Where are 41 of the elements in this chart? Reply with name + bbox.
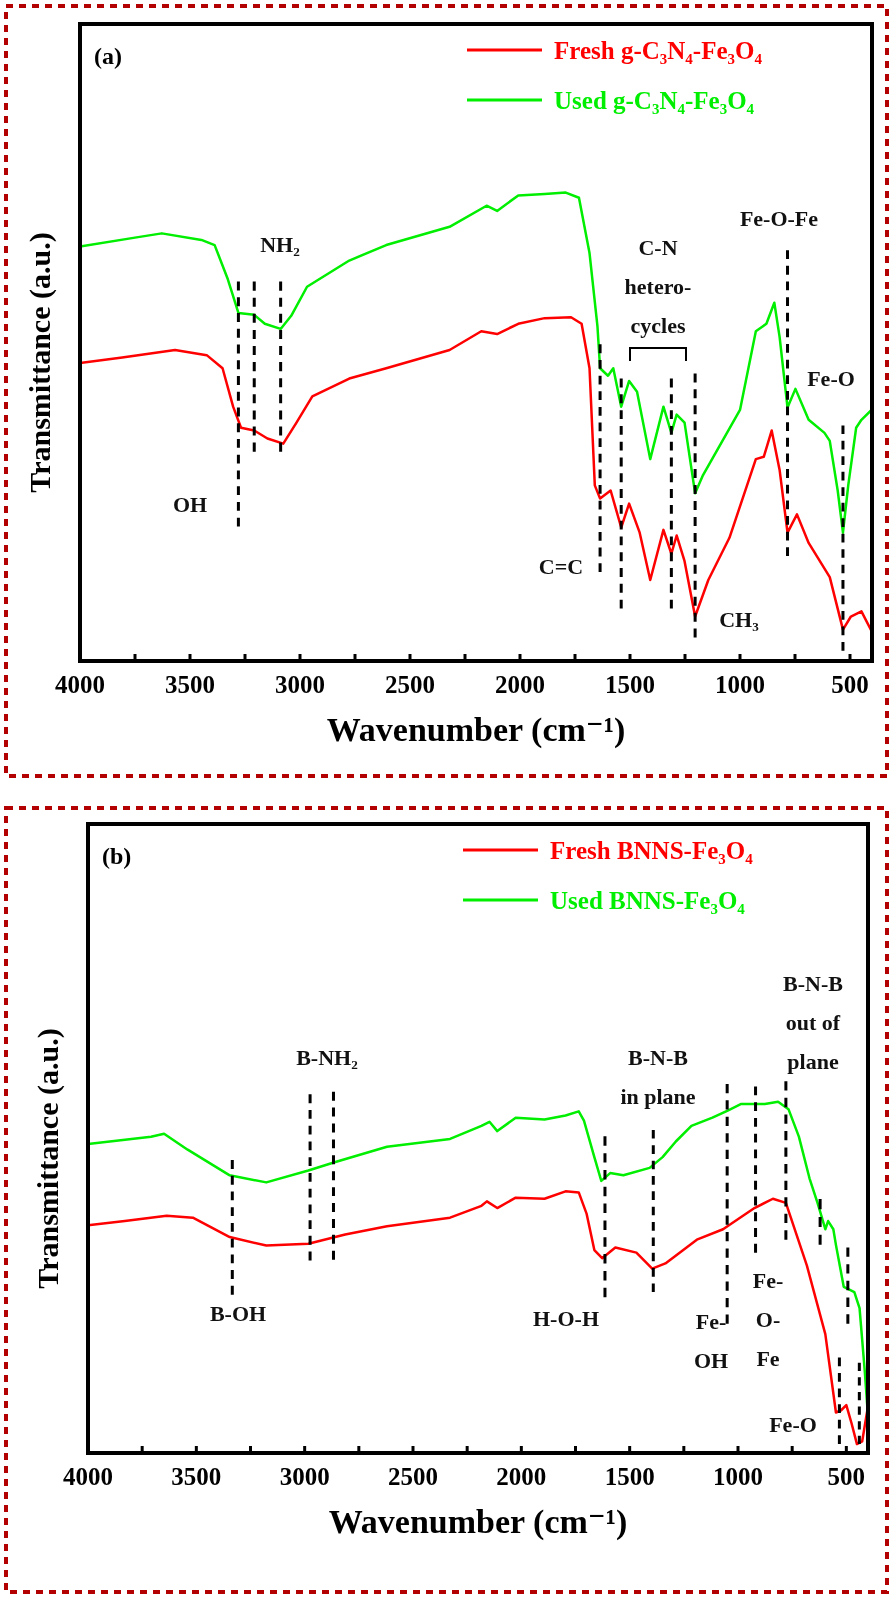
annotation: Fe- O- Fe: [752, 1267, 784, 1371]
x-tick-label: 1000: [715, 671, 765, 698]
annotation: Fe-O: [769, 1411, 817, 1437]
x-tick-label: 4000: [55, 671, 105, 698]
y-axis-title: Transmittance (a.u.): [23, 232, 57, 493]
x-tick-label: 2000: [496, 1463, 547, 1490]
annotation: C-N hetero- cycles: [624, 234, 692, 338]
annotation: CH₃: [719, 606, 760, 632]
x-axis-title: Wavenumber (cm⁻¹): [326, 711, 626, 749]
chart-title: (a): [94, 43, 122, 69]
annotation: H-O-H: [533, 1305, 599, 1331]
x-tick-label: 500: [827, 1463, 866, 1490]
y-axis-title: Transmittance (a.u.): [31, 1028, 65, 1289]
x-tick-label: 1500: [605, 671, 655, 698]
x-tick-label: 500: [831, 671, 869, 698]
x-tick-label: 2500: [388, 1463, 438, 1490]
legend-label: Fresh g-C₃N₄-Fe₃O₄: [554, 36, 763, 64]
x-tick-label: 3500: [171, 1463, 222, 1490]
text: B-N-B out of plane: [783, 970, 844, 1074]
text: B-NH₂: [296, 1044, 359, 1070]
x-tick-label: 3500: [165, 671, 215, 698]
legend-label: Fresh BNNS-Fe₃O₄: [550, 836, 754, 864]
annotation: Fe- OH: [693, 1308, 729, 1372]
annotation: C=C: [538, 553, 584, 579]
annotation: OH: [172, 491, 208, 517]
annotation: Fe-O: [807, 365, 855, 391]
annotation: B-N-B in plane: [620, 1044, 696, 1108]
chart-title: (b): [102, 843, 132, 869]
legend-label: Used BNNS-Fe₃O₄: [550, 886, 746, 914]
x-tick-label: 1000: [713, 1463, 763, 1490]
annotation: Fe-O-Fe: [739, 205, 819, 231]
x-tick-label: 2000: [495, 671, 545, 698]
x-tick-label: 1500: [604, 1463, 655, 1490]
annotation: NH₂: [260, 231, 301, 257]
x-tick-label: 4000: [63, 1463, 113, 1490]
x-tick-label: 3000: [279, 1463, 330, 1490]
x-tick-label: 3000: [275, 671, 325, 698]
annotation: B-OH: [209, 1300, 267, 1326]
legend-label: Used g-C₃N₄-Fe₃O₄: [554, 86, 755, 114]
x-axis-title: Wavenumber (cm⁻¹): [328, 1503, 628, 1541]
x-tick-label: 2500: [385, 671, 435, 698]
